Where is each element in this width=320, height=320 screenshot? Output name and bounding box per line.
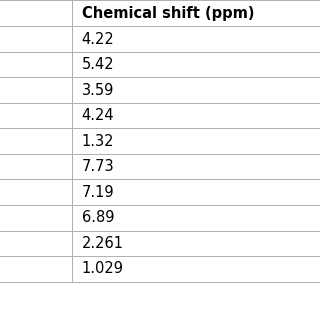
Text: 6.89: 6.89	[82, 210, 114, 225]
Text: Chemical shift (ppm): Chemical shift (ppm)	[82, 6, 254, 20]
Text: 4.24: 4.24	[82, 108, 114, 123]
Text: 2.261: 2.261	[82, 236, 124, 251]
Text: 1.32: 1.32	[82, 134, 114, 149]
Text: 7.73: 7.73	[82, 159, 114, 174]
Text: 1.029: 1.029	[82, 261, 124, 276]
Text: 4.22: 4.22	[82, 31, 114, 46]
Text: 5.42: 5.42	[82, 57, 114, 72]
Text: 3.59: 3.59	[82, 83, 114, 98]
Text: 7.19: 7.19	[82, 185, 114, 200]
